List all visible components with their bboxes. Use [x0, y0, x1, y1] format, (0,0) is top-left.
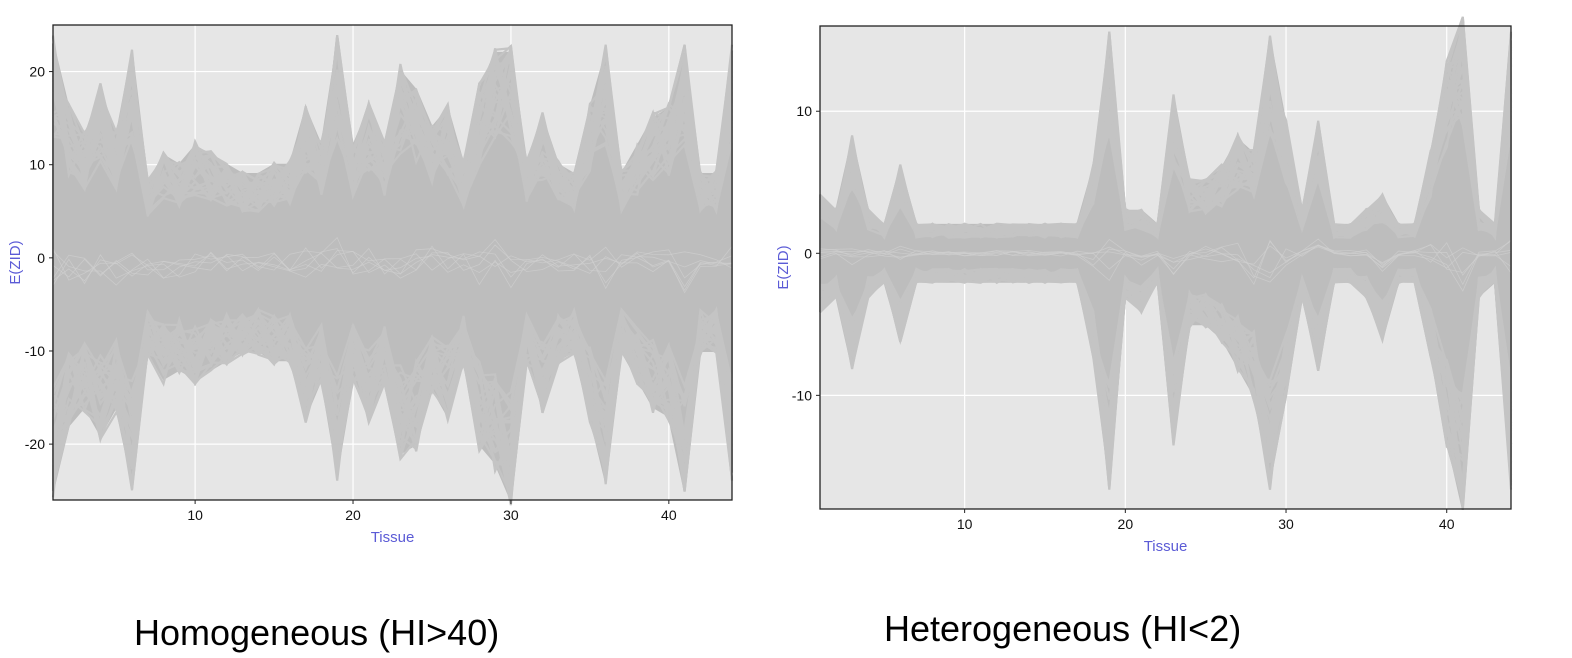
profile-line	[819, 267, 1513, 469]
homogeneous-chart: 10 20 30 40 -20 -10 0 10 20 Tissue E(ZID)	[7, 24, 734, 546]
y-tick-label: -10	[792, 387, 812, 403]
profile-line	[819, 40, 1513, 239]
y-tick-label: 0	[37, 250, 45, 266]
y-axis-label: E(ZID)	[775, 245, 792, 289]
profile-line	[819, 240, 1512, 279]
profile-line	[819, 239, 1512, 279]
x-tick-label: 30	[503, 507, 519, 523]
x-tick-label: 20	[1118, 516, 1134, 532]
profile-line	[52, 244, 733, 286]
homogeneous-caption: Homogeneous (HI>40)	[134, 612, 500, 653]
plot-frame	[819, 25, 1512, 510]
x-tick-label: 40	[1439, 516, 1455, 532]
y-tick-label: 10	[29, 157, 45, 173]
plot-frame	[52, 24, 733, 501]
x-axis-label: Tissue	[1144, 538, 1188, 555]
profile-line	[52, 44, 734, 213]
profile-line	[51, 35, 734, 212]
x-tick-label: 10	[187, 507, 203, 523]
y-tick-label: 20	[29, 64, 45, 80]
heterogeneous-caption: Heterogeneous (HI<2)	[884, 608, 1242, 649]
profile-line	[52, 306, 734, 497]
x-tick-label: 30	[1278, 516, 1294, 532]
x-tick-label: 20	[345, 507, 361, 523]
profile-line	[819, 242, 1512, 292]
y-axis-label: E(ZID)	[7, 240, 24, 284]
profile-line	[51, 46, 734, 214]
profile-line	[52, 236, 733, 284]
profile-line	[819, 16, 1513, 240]
profile-line	[819, 267, 1513, 498]
heterogeneous-chart: 10 20 30 40 -10 0 10 Tissue E(ZID)	[775, 16, 1513, 555]
y-tick-label: 0	[804, 245, 812, 261]
x-tick-label: 10	[957, 516, 973, 532]
y-tick-label: -10	[25, 343, 45, 359]
profile-line	[52, 245, 733, 290]
profile-lines	[51, 34, 734, 506]
profile-line	[819, 41, 1513, 239]
x-axis-label: Tissue	[371, 529, 415, 546]
profile-lines	[819, 16, 1513, 511]
x-tick-label: 40	[661, 507, 677, 523]
y-tick-label: 10	[796, 103, 812, 119]
y-tick-label: -20	[25, 436, 45, 452]
profile-line	[819, 238, 1512, 286]
